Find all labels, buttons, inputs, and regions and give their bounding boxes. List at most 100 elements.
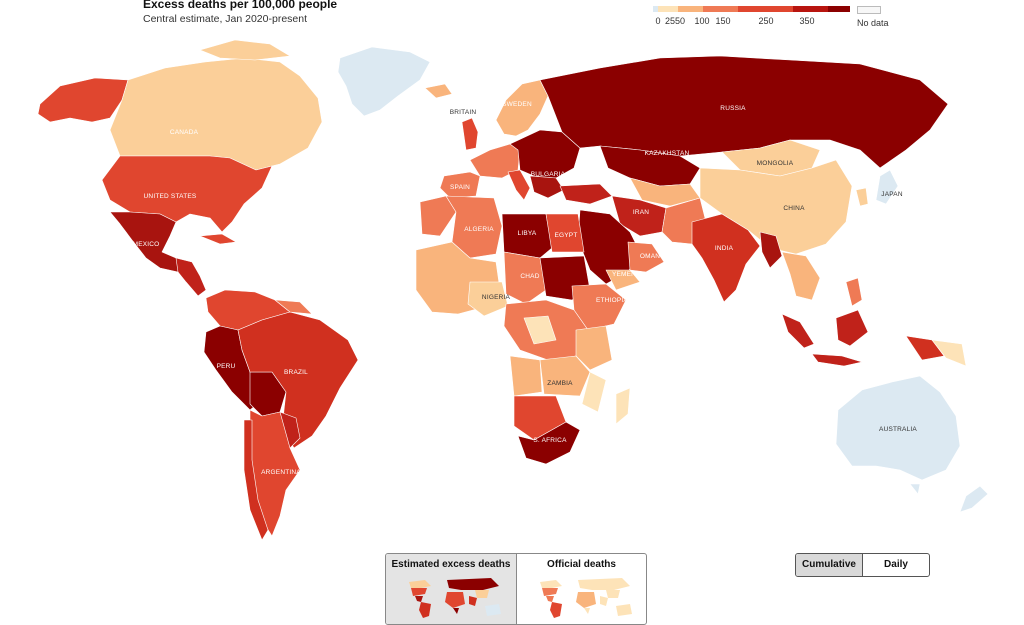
legend-tick: 0	[655, 16, 661, 26]
legend-tick: 25	[664, 16, 676, 26]
label-spain: SPAIN	[450, 184, 470, 191]
legend-band-2	[678, 6, 703, 12]
label-canada: CANADA	[170, 129, 199, 136]
italy[interactable]	[507, 169, 531, 201]
legend-tick: 250	[758, 16, 774, 26]
brazil[interactable]	[237, 311, 359, 449]
india[interactable]	[691, 213, 761, 303]
label-zambia: ZAMBIA	[547, 380, 573, 387]
label-peru: PERU	[217, 363, 236, 370]
russia[interactable]	[539, 55, 949, 169]
myanmar[interactable]	[759, 231, 783, 269]
cumulative-button[interactable]: Cumulative	[796, 554, 862, 576]
label-india: INDIA	[715, 245, 734, 252]
new-zealand[interactable]	[959, 485, 989, 513]
mozambique[interactable]	[581, 371, 607, 413]
chad[interactable]	[503, 251, 547, 305]
label-china: CHINA	[783, 205, 805, 212]
country-labels: CANADA UNITED STATES MEXICO BRITAIN SWED…	[133, 101, 918, 476]
legend-no-data-label: No data	[857, 18, 889, 28]
label-yemen: YEMEN	[612, 271, 636, 278]
balkans[interactable]	[529, 175, 565, 199]
east-africa[interactable]	[575, 325, 613, 371]
label-britain: BRITAIN	[450, 109, 477, 116]
label-s-africa: S. AFRICA	[533, 437, 567, 444]
guianas[interactable]	[274, 299, 313, 315]
yemen[interactable]	[605, 269, 641, 291]
map-view-toggle: Estimated excess deaths Official deaths	[385, 553, 647, 625]
world-map: CANADA UNITED STATES MEXICO BRITAIN SWED…	[37, 39, 989, 541]
label-algeria: ALGERIA	[464, 226, 494, 233]
label-united-states: UNITED STATES	[144, 193, 197, 200]
korea[interactable]	[855, 187, 869, 207]
label-brazil: BRAZIL	[284, 369, 308, 376]
new-guinea[interactable]	[905, 335, 945, 361]
philippines[interactable]	[845, 277, 863, 307]
oman[interactable]	[627, 241, 665, 273]
tab-estimated-label: Estimated excess deaths	[391, 559, 511, 570]
borneo[interactable]	[835, 309, 869, 347]
legend-tick: 100	[694, 16, 710, 26]
madagascar[interactable]	[615, 387, 631, 425]
japan[interactable]	[875, 169, 899, 205]
chile[interactable]	[243, 419, 269, 541]
algeria[interactable]	[445, 195, 503, 259]
label-australia: AUSTRALIA	[879, 426, 917, 433]
png[interactable]	[931, 339, 967, 367]
label-kazakhstan: KAZAKHSTAN	[645, 150, 690, 157]
drc[interactable]	[523, 315, 557, 345]
estimated-thumbnail	[409, 578, 501, 618]
tab-estimated-excess-deaths[interactable]: Estimated excess deaths	[386, 554, 516, 624]
angola[interactable]	[509, 355, 543, 397]
britain[interactable]	[461, 117, 479, 151]
alaska[interactable]	[37, 77, 129, 123]
tab-official-label: Official deaths	[547, 559, 616, 570]
australia[interactable]	[835, 375, 961, 481]
canada[interactable]	[109, 57, 323, 171]
legend-tick: 50	[674, 16, 686, 26]
label-japan: JAPAN	[881, 191, 903, 198]
label-chad: CHAD	[520, 273, 539, 280]
legend-band-0	[653, 6, 658, 12]
label-iran: IRAN	[633, 209, 649, 216]
legend-tick: 150	[715, 16, 731, 26]
label-argentina: ARGENTINA	[261, 469, 301, 476]
egypt[interactable]	[545, 213, 585, 253]
label-mongolia: MONGOLIA	[757, 160, 794, 167]
cuba[interactable]	[199, 233, 237, 245]
label-russia: RUSSIA	[720, 105, 746, 112]
morocco[interactable]	[419, 195, 457, 237]
nigeria[interactable]	[467, 281, 509, 317]
color-legend: 0 25 50 100 150 250 350 No data	[640, 4, 890, 34]
tasmania[interactable]	[909, 483, 921, 495]
legend-no-data-swatch	[857, 6, 881, 14]
libya[interactable]	[501, 213, 553, 259]
legend-band-6	[828, 6, 850, 12]
label-sweden: SWEDEN	[502, 101, 532, 108]
label-bulgaria: BULGARIA	[531, 171, 566, 178]
scandinavia[interactable]	[495, 79, 549, 137]
legend-band-3	[703, 6, 738, 12]
southeast-asia[interactable]	[781, 251, 821, 301]
turkey[interactable]	[559, 183, 613, 205]
daily-button[interactable]: Daily	[862, 554, 929, 576]
central-america[interactable]	[175, 257, 207, 297]
south-africa[interactable]	[517, 421, 581, 465]
eastern-europe[interactable]	[509, 129, 581, 179]
spain[interactable]	[439, 171, 481, 199]
period-toggle: Cumulative Daily	[795, 553, 930, 577]
indonesia-west[interactable]	[781, 313, 815, 349]
united-states[interactable]	[101, 155, 273, 233]
indonesia-java[interactable]	[811, 353, 863, 367]
tab-official-deaths[interactable]: Official deaths	[516, 554, 646, 624]
greenland[interactable]	[337, 46, 431, 117]
chart-subtitle: Central estimate, Jan 2020-present	[143, 13, 308, 25]
iceland[interactable]	[424, 83, 453, 99]
label-nigeria: NIGERIA	[482, 294, 511, 301]
label-mexico: MEXICO	[133, 241, 160, 248]
legend-band-5	[793, 6, 828, 12]
chart-title: Excess deaths per 100,000 people	[143, 0, 338, 11]
arctic-islands[interactable]	[199, 39, 291, 61]
official-thumbnail	[540, 578, 632, 618]
zambia[interactable]	[539, 355, 591, 397]
